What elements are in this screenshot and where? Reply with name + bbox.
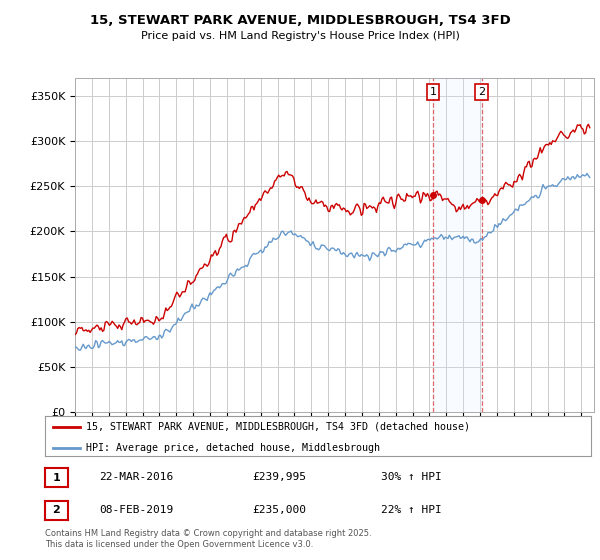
Text: 1: 1 bbox=[430, 87, 437, 97]
Text: Contains HM Land Registry data © Crown copyright and database right 2025.
This d: Contains HM Land Registry data © Crown c… bbox=[45, 529, 371, 549]
Text: 2: 2 bbox=[478, 87, 485, 97]
Text: £235,000: £235,000 bbox=[252, 505, 306, 515]
Text: 1: 1 bbox=[53, 473, 60, 483]
Text: 30% ↑ HPI: 30% ↑ HPI bbox=[381, 472, 442, 482]
Text: 2: 2 bbox=[53, 505, 60, 515]
Text: HPI: Average price, detached house, Middlesbrough: HPI: Average price, detached house, Midd… bbox=[86, 442, 380, 452]
Text: £239,995: £239,995 bbox=[252, 472, 306, 482]
Bar bbox=[433, 78, 482, 412]
Text: 15, STEWART PARK AVENUE, MIDDLESBROUGH, TS4 3FD (detached house): 15, STEWART PARK AVENUE, MIDDLESBROUGH, … bbox=[86, 422, 470, 432]
Text: 15, STEWART PARK AVENUE, MIDDLESBROUGH, TS4 3FD: 15, STEWART PARK AVENUE, MIDDLESBROUGH, … bbox=[89, 14, 511, 27]
Text: 22% ↑ HPI: 22% ↑ HPI bbox=[381, 505, 442, 515]
Text: 08-FEB-2019: 08-FEB-2019 bbox=[99, 505, 173, 515]
Text: Price paid vs. HM Land Registry's House Price Index (HPI): Price paid vs. HM Land Registry's House … bbox=[140, 31, 460, 41]
Text: 22-MAR-2016: 22-MAR-2016 bbox=[99, 472, 173, 482]
